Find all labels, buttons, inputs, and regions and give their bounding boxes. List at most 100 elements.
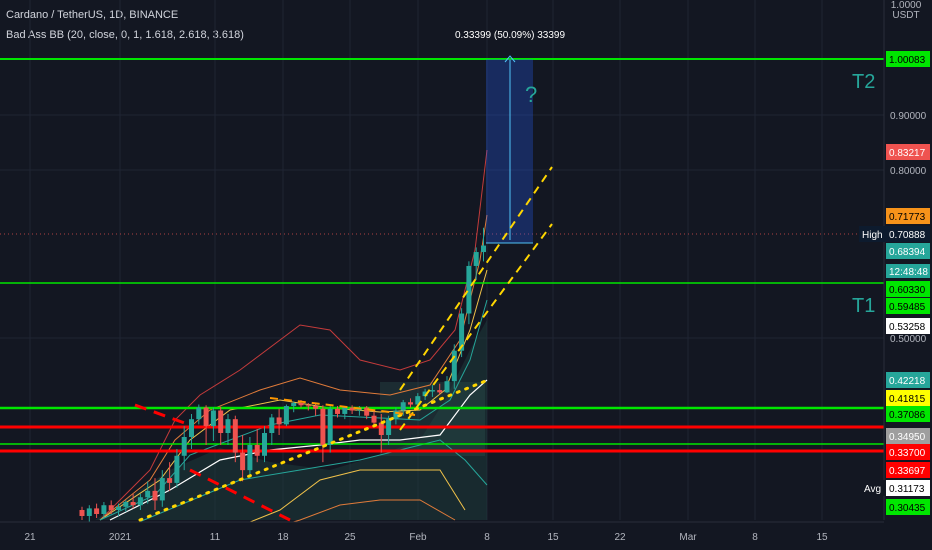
y-tick-label: 0.80000 — [890, 166, 927, 177]
candle-body — [254, 445, 260, 456]
price-label: 1.00083 — [889, 55, 926, 66]
price-label: 0.33700 — [889, 448, 926, 459]
y-tick-label: 0.90000 — [890, 111, 927, 122]
candle-body — [189, 419, 194, 437]
candle-body — [108, 505, 114, 510]
x-tick-label: 15 — [547, 532, 559, 543]
candle-body — [298, 402, 304, 406]
currency-top: 1.0000 — [891, 0, 922, 11]
candle-body — [196, 407, 202, 420]
x-tick-label: 2021 — [109, 532, 132, 543]
price-tag: Avg — [864, 484, 881, 495]
price-label-bg — [886, 144, 930, 160]
countdown-bg — [886, 264, 930, 278]
x-tick-label: 8 — [752, 532, 758, 543]
candle-body — [371, 415, 377, 423]
x-tick-label: 18 — [277, 532, 289, 543]
candle-body — [378, 422, 384, 435]
candle-body — [349, 407, 355, 411]
price-label: 0.30435 — [889, 503, 926, 514]
candle-body — [313, 406, 319, 409]
candle-body — [174, 455, 180, 483]
candle-body — [130, 502, 136, 506]
price-label-bg — [886, 462, 930, 478]
candle-body — [429, 390, 435, 392]
price-label-bg — [886, 390, 930, 406]
target-t2-label: T2 — [852, 71, 875, 93]
candle-body — [210, 410, 216, 427]
candle-body — [466, 265, 472, 314]
price-label-bg — [886, 428, 930, 444]
x-tick-label: 11 — [210, 532, 221, 543]
candle-body — [335, 408, 340, 414]
price-label-bg — [886, 480, 930, 496]
candle-body — [247, 445, 253, 471]
channel-lower — [399, 223, 553, 431]
bollinger-bands — [95, 149, 488, 546]
price-label: 0.33697 — [889, 466, 926, 477]
orange-dash — [269, 397, 416, 416]
price-label: 0.71773 — [889, 212, 926, 223]
price-label: 0.31173 — [889, 484, 925, 495]
price-label: 0.59485 — [889, 302, 926, 313]
question-mark: ? — [525, 82, 537, 107]
candle-body — [444, 381, 450, 393]
candle-body — [94, 508, 100, 514]
x-tick-label: Feb — [409, 532, 427, 543]
price-label: 0.53258 — [889, 322, 926, 333]
x-tick-label: 22 — [614, 532, 626, 543]
currency-label: USDT — [892, 10, 919, 21]
price-label-bg — [886, 243, 930, 259]
horizontal-levels — [0, 58, 884, 453]
candle-body — [262, 433, 267, 456]
band-line — [229, 469, 466, 531]
candle-body — [276, 417, 282, 425]
candlesticks — [79, 227, 486, 522]
candle-body — [342, 407, 348, 414]
channel-upper — [399, 166, 553, 391]
candle-body — [473, 252, 479, 266]
candle-body — [116, 506, 121, 510]
candle-body — [137, 497, 143, 506]
candle-body — [422, 391, 428, 397]
candle-body — [415, 396, 421, 405]
candle-body — [181, 437, 187, 456]
high-label-bg — [859, 226, 930, 242]
candle-body — [320, 408, 326, 445]
measure-label: 0.33399 (50.09%) 33399 — [455, 30, 566, 41]
candle-body — [364, 407, 370, 416]
price-tag-bg — [860, 480, 886, 496]
price-label: 0.60330 — [889, 285, 926, 296]
candle-body — [459, 313, 465, 351]
price-label-bg — [886, 281, 930, 297]
candle-body — [79, 510, 85, 516]
countdown: 12:48:48 — [889, 267, 928, 278]
candle-body — [451, 350, 457, 382]
price-label-bg — [886, 444, 930, 460]
candle-body — [291, 402, 297, 407]
candle-body — [400, 402, 406, 411]
price-label-bg — [886, 51, 930, 67]
candle-body — [269, 417, 275, 433]
candle-body — [232, 419, 238, 453]
x-tick-label: 15 — [816, 532, 828, 543]
red-dash-1 — [134, 403, 191, 427]
price-label-bg — [886, 499, 930, 515]
candle-body — [145, 490, 151, 498]
price-label: 0.37086 — [889, 410, 926, 421]
candle-body — [386, 419, 392, 435]
price-label-bg — [886, 208, 930, 224]
candle-body — [327, 408, 333, 445]
candle-body — [225, 419, 231, 433]
candle-body — [123, 502, 129, 507]
price-label-bg — [886, 298, 930, 314]
price-label-bg — [886, 406, 930, 422]
price-label: 0.68394 — [889, 247, 926, 258]
price-label: 0.83217 — [889, 148, 926, 159]
x-tick-label: 8 — [484, 532, 490, 543]
candle-body — [408, 402, 413, 405]
price-label: 0.34950 — [889, 432, 926, 443]
x-tick-label: 21 — [24, 532, 36, 543]
candle-body — [240, 452, 246, 471]
